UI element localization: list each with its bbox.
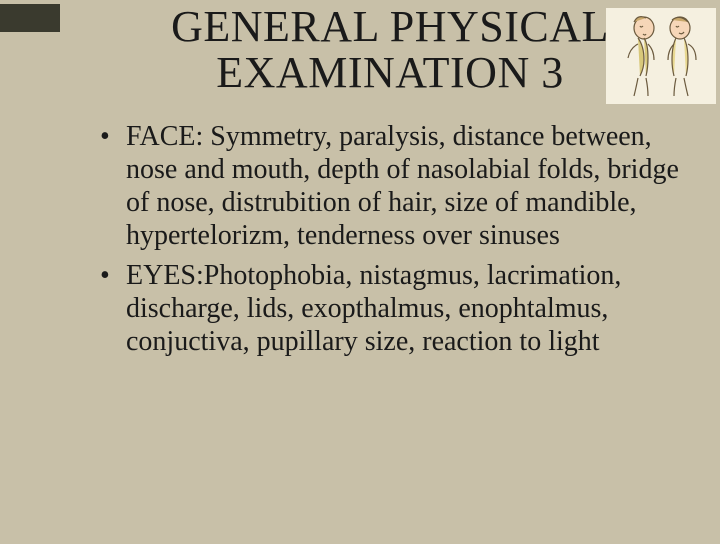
list-item: EYES:Photophobia, nistagmus, lacrimation… [100, 259, 680, 358]
dark-corner-bar [0, 4, 60, 32]
bullet-list: FACE: Symmetry, paralysis, distance betw… [100, 120, 680, 357]
slide-title: GENERAL PHYSICAL EXAMINATION 3 [100, 4, 680, 96]
corner-illustration [606, 8, 716, 104]
list-item: FACE: Symmetry, paralysis, distance betw… [100, 120, 680, 252]
